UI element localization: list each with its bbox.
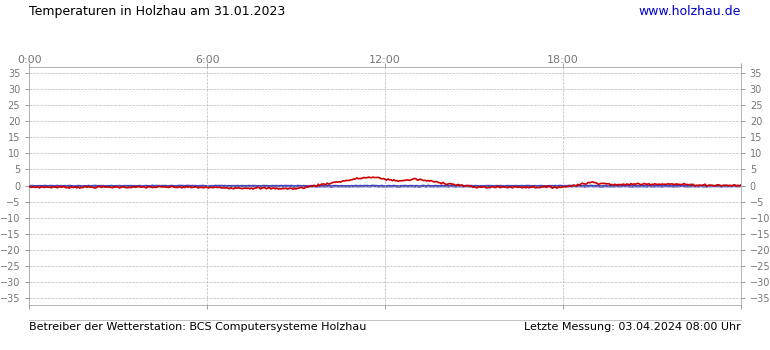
Text: Temperaturen in Holzhau am 31.01.2023: Temperaturen in Holzhau am 31.01.2023 [29, 5, 286, 18]
Text: 18:00: 18:00 [547, 55, 579, 65]
Text: Letzte Messung: 03.04.2024 08:00 Uhr: Letzte Messung: 03.04.2024 08:00 Uhr [524, 322, 741, 332]
Text: 0:00: 0:00 [17, 55, 42, 65]
Text: Betreiber der Wetterstation: BCS Computersysteme Holzhau: Betreiber der Wetterstation: BCS Compute… [29, 322, 367, 332]
Text: www.holzhau.de: www.holzhau.de [638, 5, 741, 18]
Text: 12:00: 12:00 [369, 55, 401, 65]
Text: 6:00: 6:00 [195, 55, 219, 65]
